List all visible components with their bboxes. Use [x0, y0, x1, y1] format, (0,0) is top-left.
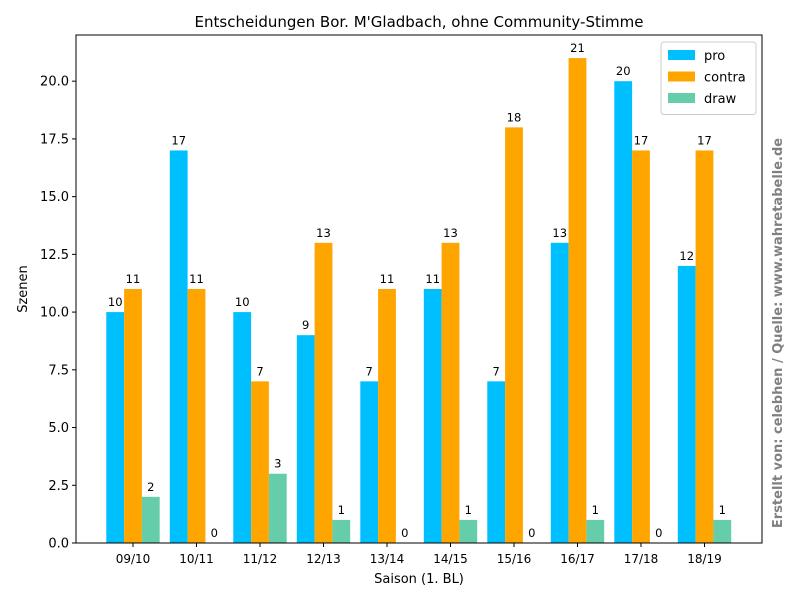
y-tick-label: 0.0	[48, 537, 69, 552]
y-axis-label: Szenen	[16, 265, 31, 313]
x-tick-label: 18/19	[687, 552, 722, 566]
bar-contra	[441, 242, 460, 543]
data-label-contra: 18	[507, 110, 522, 124]
data-label-draw: 2	[147, 480, 154, 494]
data-label-contra: 11	[126, 272, 141, 286]
bar-pro	[677, 265, 696, 543]
y-tick-label: 17.5	[40, 132, 69, 147]
bar-draw	[459, 519, 478, 543]
bar-contra	[505, 127, 523, 543]
data-label-draw: 0	[401, 526, 408, 540]
data-label-pro: 11	[425, 272, 440, 286]
data-label-pro: 13	[552, 226, 567, 240]
data-label-draw: 0	[528, 526, 535, 540]
data-label-contra: 17	[634, 133, 649, 147]
x-tick-label: 16/17	[560, 552, 595, 566]
bar-pro	[360, 381, 379, 543]
bar-draw	[141, 496, 160, 543]
bar-contra	[695, 150, 714, 544]
plot-frame	[75, 34, 763, 544]
y-tick-label: 7.5	[48, 363, 69, 378]
bar-pro	[296, 335, 315, 543]
bar-pro	[423, 289, 442, 543]
bar-contra	[632, 150, 650, 544]
bar-contra	[251, 381, 269, 543]
y-tick-label: 15.0	[40, 190, 69, 205]
x-tick-label: 09/10	[116, 552, 151, 566]
data-label-contra: 21	[570, 41, 585, 55]
x-tick-label: 12/13	[306, 552, 341, 566]
legend-swatch-draw	[668, 93, 695, 103]
bar-draw	[332, 519, 351, 543]
legend-label-pro: pro	[704, 49, 725, 64]
bar-contra	[378, 289, 396, 543]
chart-title: Entscheidungen Bor. M'Gladbach, ohne Com…	[195, 13, 644, 31]
bar-pro	[106, 312, 125, 543]
data-label-pro: 17	[171, 133, 186, 147]
bar-contra	[568, 58, 587, 543]
data-label-pro: 10	[108, 295, 123, 309]
y-tick-label: 12.5	[40, 248, 69, 263]
x-tick-label: 15/16	[497, 552, 532, 566]
bar-draw	[586, 519, 605, 543]
data-label-contra: 13	[316, 226, 331, 240]
plot-area: 0.02.55.07.510.012.515.017.520.01011209/…	[40, 41, 732, 566]
legend-label-contra: contra	[704, 71, 746, 86]
bar-pro	[550, 242, 569, 543]
data-label-draw: 0	[211, 526, 218, 540]
legend-swatch-contra	[668, 71, 695, 82]
x-tick-label: 13/14	[370, 552, 405, 566]
bar-pro	[487, 381, 506, 543]
y-tick-label: 5.0	[48, 421, 69, 436]
legend-swatch-pro	[668, 50, 695, 60]
x-tick-label: 11/12	[243, 552, 278, 566]
legend: pro contra draw	[660, 41, 757, 115]
x-axis-label: Saison (1. BL)	[374, 572, 464, 587]
bar-contra	[124, 289, 142, 543]
data-label-pro: 9	[302, 318, 309, 332]
x-tick-label: 17/18	[624, 552, 659, 566]
data-label-draw: 1	[465, 503, 472, 517]
bar-pro	[169, 150, 188, 544]
data-label-draw: 1	[592, 503, 599, 517]
data-label-draw: 1	[338, 503, 345, 517]
data-label-contra: 11	[189, 272, 204, 286]
data-label-pro: 10	[235, 295, 250, 309]
bar-contra	[187, 289, 206, 543]
data-label-pro: 12	[679, 249, 694, 263]
credit-text: Erstellt von: celebhen / Quelle: www.wah…	[771, 138, 786, 528]
data-label-pro: 7	[493, 364, 500, 378]
y-tick-label: 2.5	[48, 479, 69, 494]
legend-label-draw: draw	[704, 92, 737, 107]
bar-draw	[713, 519, 732, 543]
x-tick-label: 14/15	[433, 552, 468, 566]
y-tick-label: 20.0	[40, 75, 69, 90]
data-label-contra: 17	[697, 133, 712, 147]
data-label-draw: 1	[719, 503, 726, 517]
x-tick-label: 10/11	[179, 552, 214, 566]
data-label-draw: 3	[274, 457, 281, 471]
bar-contra	[314, 242, 333, 543]
bar-draw	[268, 473, 287, 543]
data-label-contra: 7	[256, 364, 263, 378]
bar-pro	[233, 312, 252, 543]
data-label-draw: 0	[655, 526, 662, 540]
y-tick-label: 10.0	[40, 306, 69, 321]
data-label-contra: 13	[443, 226, 458, 240]
data-label-pro: 7	[366, 364, 373, 378]
data-label-contra: 11	[380, 272, 395, 286]
data-label-pro: 20	[616, 64, 631, 78]
bar-pro	[614, 81, 633, 543]
